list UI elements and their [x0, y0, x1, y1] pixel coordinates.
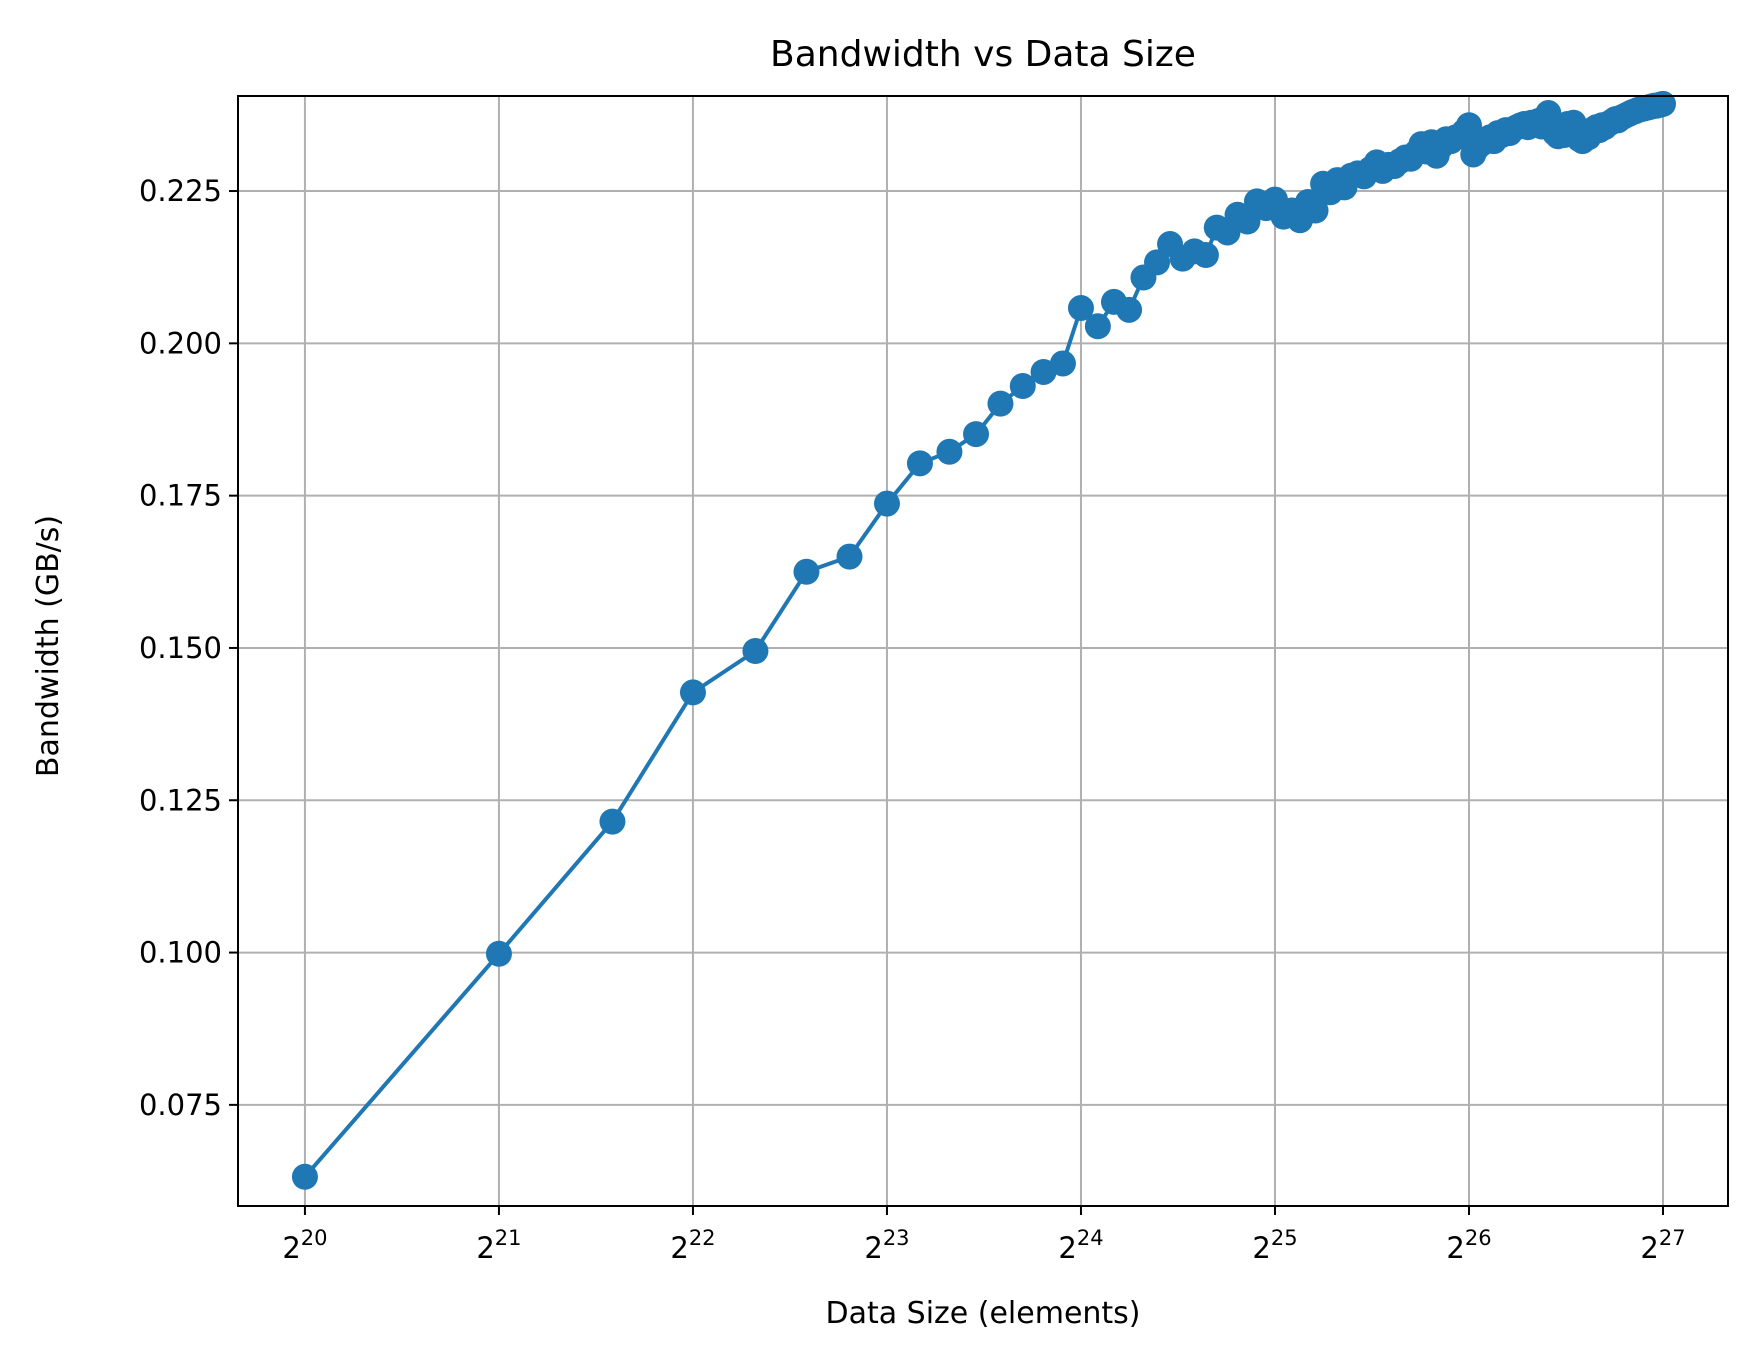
data-point	[1116, 296, 1143, 323]
data-point	[1650, 90, 1677, 117]
series-layer	[291, 90, 1677, 1190]
x-axis-label: Data Size (elements)	[825, 1296, 1140, 1331]
tick-layer: 220 221 222 223 224 225 226 227 0.075 0.100 0.125 0…	[139, 174, 1686, 1265]
data-point	[963, 421, 990, 448]
plot-frame	[237, 95, 1729, 1207]
y-tick-label: 0.225	[139, 174, 222, 208]
data-point	[1234, 208, 1261, 235]
data-point	[1030, 358, 1057, 385]
x-tick-label: 221	[476, 1226, 521, 1265]
data-point	[1049, 350, 1076, 377]
data-point	[1067, 295, 1094, 322]
data-point	[936, 438, 963, 465]
data-point	[836, 543, 863, 570]
data-point	[1009, 372, 1036, 399]
grid-layer	[238, 96, 1728, 1206]
y-tick-label: 0.150	[139, 631, 222, 665]
x-tick-label: 226	[1446, 1226, 1491, 1265]
data-point	[679, 679, 706, 706]
y-tick-label: 0.125	[139, 783, 222, 817]
data-point	[873, 490, 900, 517]
y-tick-label: 0.075	[139, 1088, 222, 1122]
x-tick-label: 224	[1058, 1226, 1103, 1265]
data-point	[793, 558, 820, 585]
x-tick-label: 220	[282, 1226, 327, 1265]
chart-title: Bandwidth vs Data Size	[770, 34, 1196, 75]
data-point	[1084, 313, 1111, 340]
y-axis-label: Bandwidth (GB/s)	[31, 515, 66, 777]
x-tick-label: 222	[670, 1226, 715, 1265]
data-point	[906, 450, 933, 477]
data-point	[1144, 249, 1171, 276]
x-tick-label: 227	[1640, 1226, 1685, 1265]
y-tick-label: 0.175	[139, 479, 222, 513]
x-tick-label: 223	[864, 1226, 909, 1265]
data-point	[291, 1163, 318, 1190]
data-point	[1302, 197, 1329, 224]
data-point	[599, 808, 626, 835]
x-tick-label: 225	[1252, 1226, 1297, 1265]
data-point	[1192, 242, 1219, 269]
y-tick-label: 0.200	[139, 326, 222, 360]
series-line	[303, 101, 1664, 1179]
y-tick-label: 0.100	[139, 936, 222, 970]
data-point	[987, 390, 1014, 417]
data-point	[742, 638, 769, 664]
data-point	[485, 940, 512, 967]
